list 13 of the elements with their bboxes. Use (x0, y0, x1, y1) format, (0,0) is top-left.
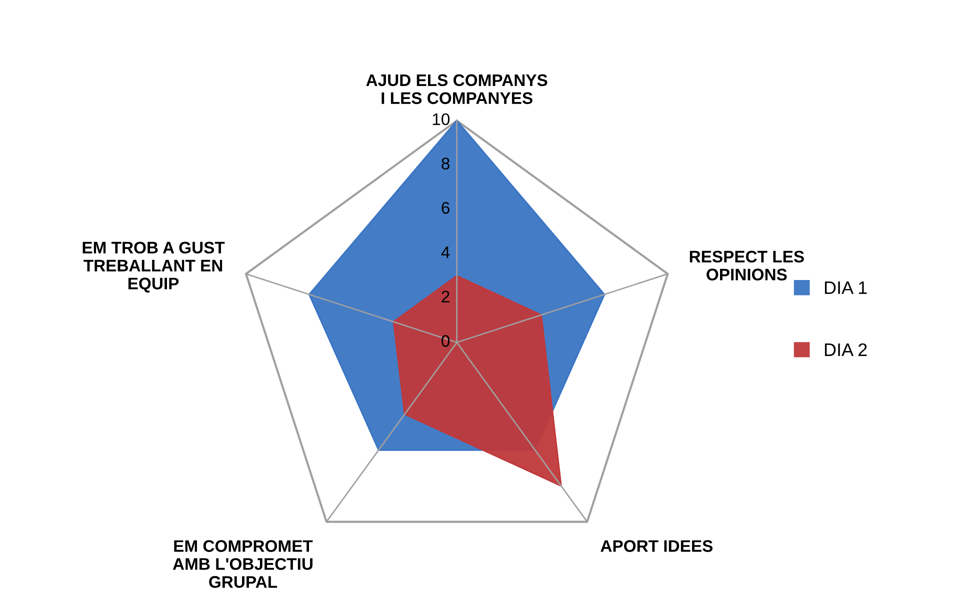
y-tick-label: 4 (441, 246, 450, 258)
y-tick-label: 6 (442, 202, 450, 214)
y-tick-label: 8 (442, 158, 450, 170)
y-tick-label: 2 (442, 290, 450, 302)
spoke-label: RESPECT LES OPINIONS (690, 250, 804, 280)
spoke-label: APORT IDEES (600, 540, 713, 552)
spoke-label: AJUD ELS COMPANYS I LES COMPANYES (366, 74, 548, 104)
legend-label: DIA 1 (824, 281, 867, 294)
spoke-label: EM COMPROMET AMB L'OBJECTIU GRUPAL (172, 540, 313, 588)
spoke-label: EM TROB A GUST TREBALLANT EN EQUIP (82, 242, 225, 293)
legend-label: DIA 2 (824, 343, 867, 356)
y-tick-label: 0 (442, 335, 450, 347)
y-tick-label: 10 (432, 113, 450, 126)
